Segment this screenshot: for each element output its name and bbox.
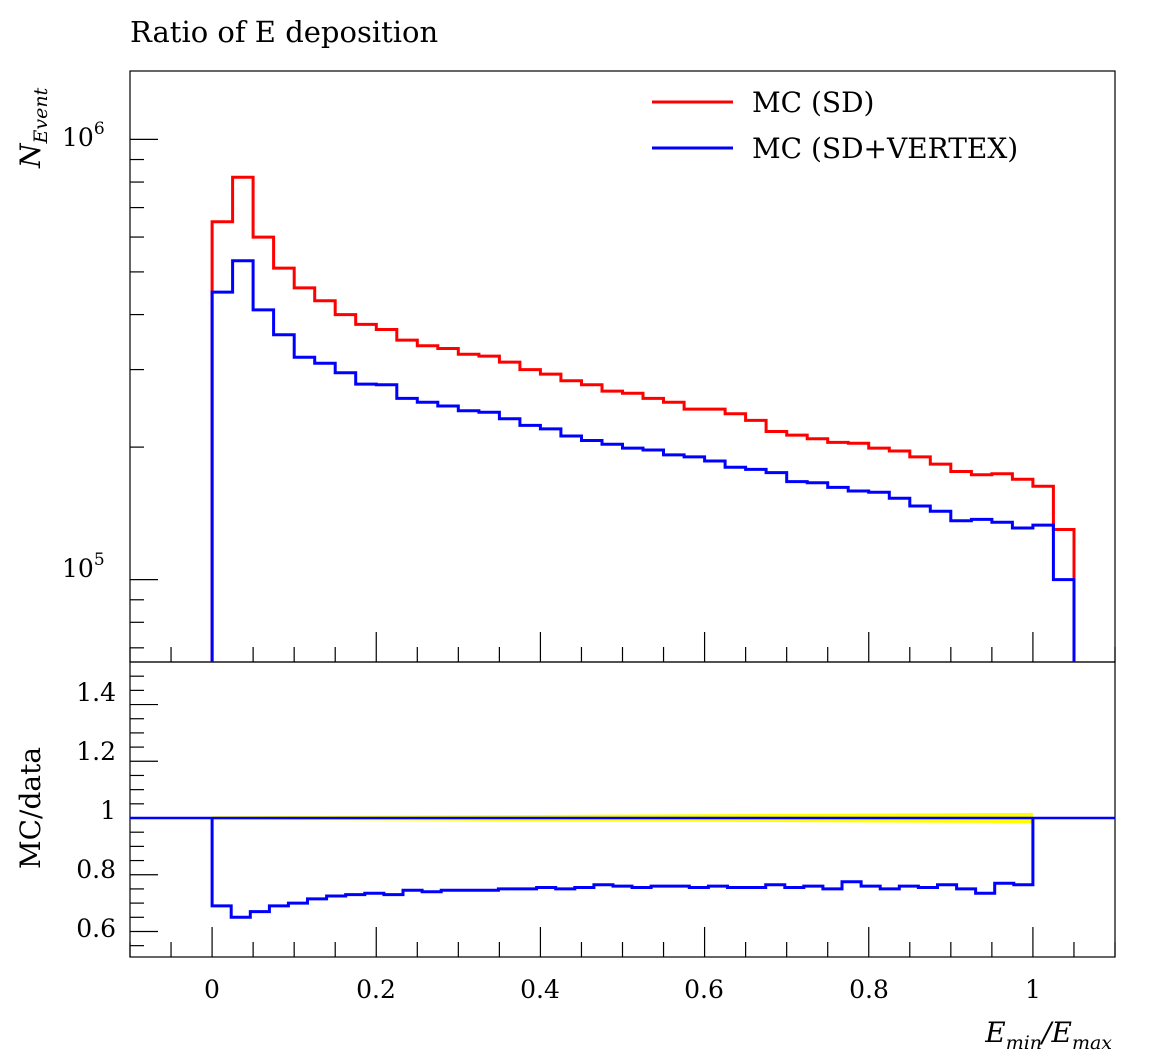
xtick-label: 0.4 (520, 975, 560, 1004)
ratio-ytick-label: 1.2 (76, 737, 116, 766)
ratio-ytick-label: 0.8 (76, 855, 116, 884)
svg-text:106: 106 (62, 119, 105, 152)
xtick-label: 0 (204, 975, 220, 1004)
main-series-mc-sd (210, 175, 1076, 662)
main-series-group (210, 175, 1076, 662)
ratio-axis-ticks (129, 675, 1116, 957)
legend: MC (SD) MC (SD+VERTEX) (652, 86, 1018, 165)
ratio-plot-frame (129, 661, 1116, 958)
ratio-series-line (210, 818, 1035, 919)
main-series-mc-sd-vertex (210, 259, 1076, 662)
xtick-label: 1 (1025, 975, 1041, 1004)
svg-text:105: 105 (62, 550, 105, 583)
svg-text:Emin/Emax: Emin/Emax (984, 1016, 1112, 1054)
ytick-label-1e5: 105 (62, 550, 105, 583)
legend-label: MC (SD) (752, 86, 874, 119)
svg-text:NEvent: NEvent (14, 87, 52, 169)
ratio-y-axis-label: MC/data (14, 747, 47, 869)
svg-text:MC/data: MC/data (14, 747, 47, 869)
x-axis-label: Emin/Emax (984, 1016, 1112, 1054)
xtick-label: 0.8 (849, 975, 889, 1004)
xtick-label: 0.2 (356, 975, 396, 1004)
ratio-ytick-label: 1.4 (76, 678, 116, 707)
xtick-label: 0.6 (684, 975, 724, 1004)
ratio-ytick-labels: 0.6 0.8 1 1.2 1.4 (76, 678, 116, 943)
main-y-axis-label: NEvent (14, 87, 52, 169)
main-axis-ticks (129, 138, 1116, 662)
xtick-labels: 0 0.2 0.4 0.6 0.8 1 (204, 975, 1041, 1004)
ratio-ytick-label: 0.6 (76, 914, 116, 943)
ratio-series-group (210, 818, 1035, 919)
chart-title: Ratio of E deposition (130, 15, 438, 49)
legend-label: MC (SD+VERTEX) (752, 132, 1018, 165)
ratio-ytick-label: 1 (100, 796, 116, 825)
ytick-label-1e6: 106 (62, 119, 105, 152)
